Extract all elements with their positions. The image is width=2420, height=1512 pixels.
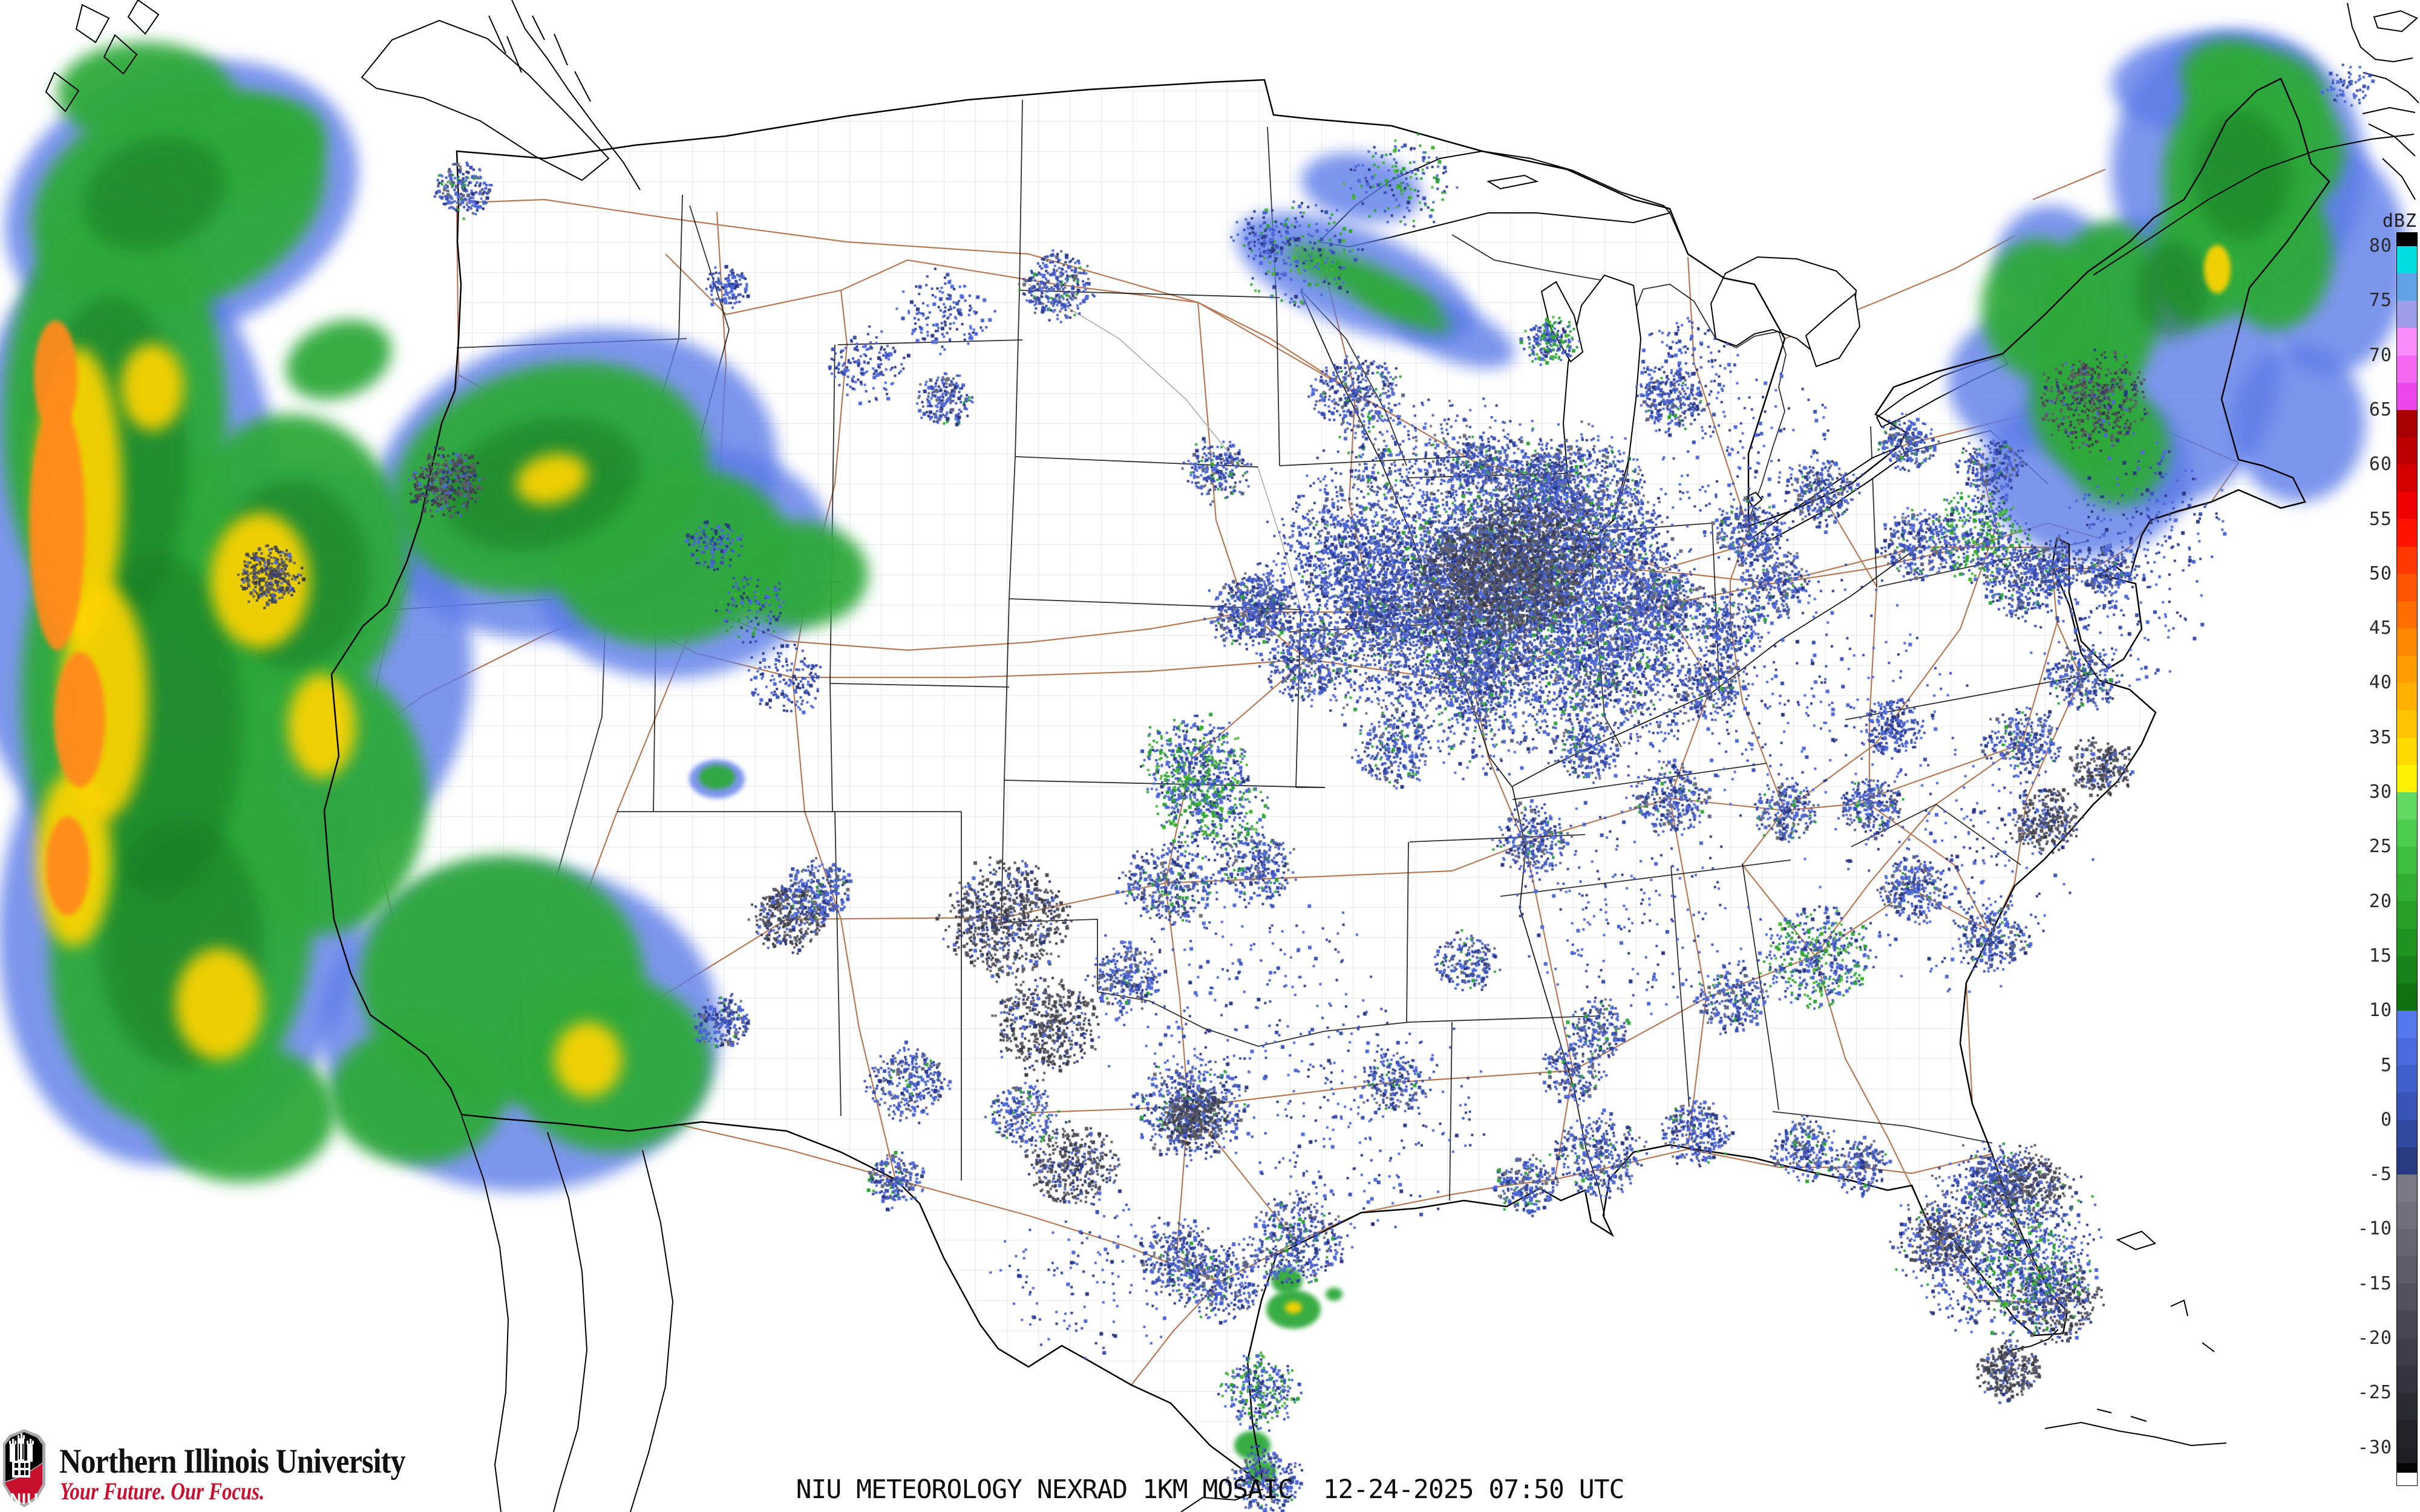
niu-acronym-label: NIU (10, 1490, 39, 1508)
university-tagline: Your Future. Our Focus. (60, 1478, 265, 1505)
niu-logo: NIU Northern Illinois University Your Fu… (0, 1421, 544, 1512)
niu-shield-icon (3, 1429, 45, 1507)
university-name: Northern Illinois University (59, 1442, 406, 1481)
product-caption: NIU METEOROLOGY NEXRAD 1KM MOSAIC 12-24-… (796, 1475, 1625, 1505)
